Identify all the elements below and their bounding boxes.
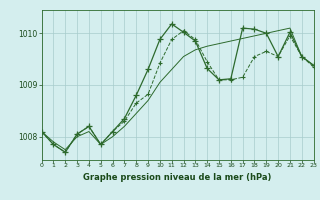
X-axis label: Graphe pression niveau de la mer (hPa): Graphe pression niveau de la mer (hPa): [84, 173, 272, 182]
